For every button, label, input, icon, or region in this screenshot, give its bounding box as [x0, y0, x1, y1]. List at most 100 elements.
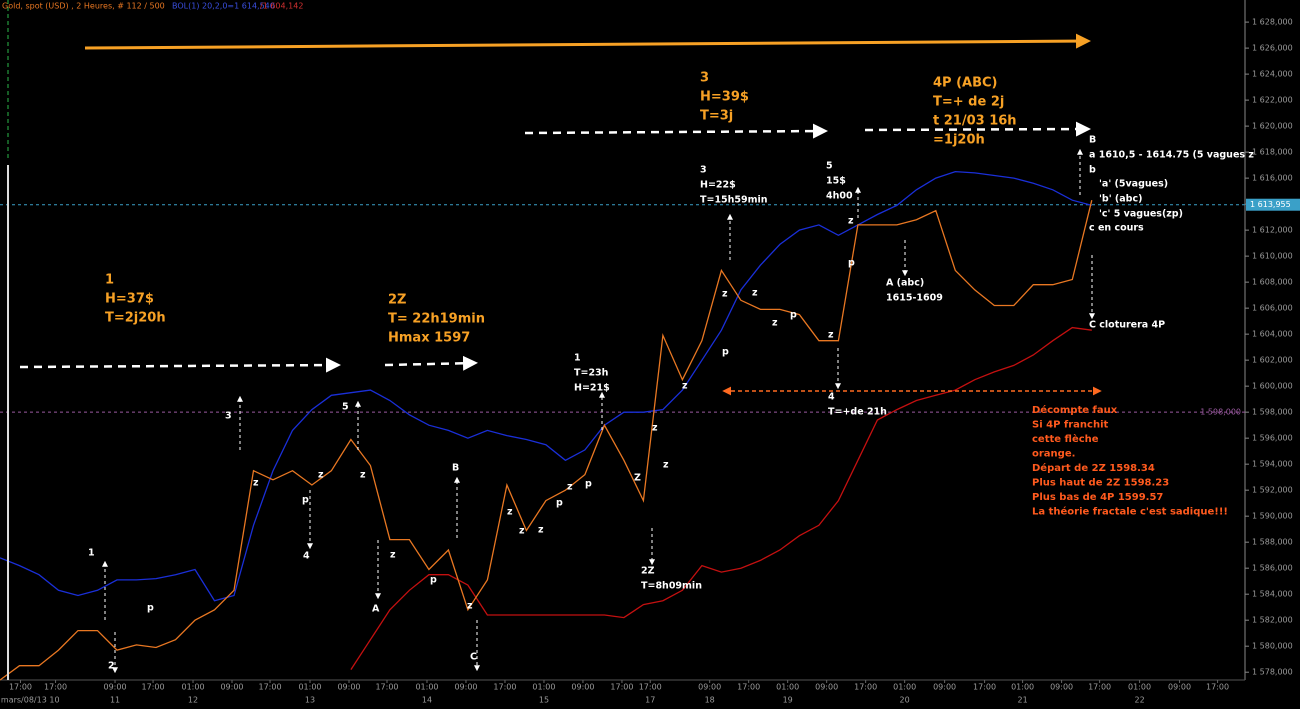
annotation: c en cours — [1089, 223, 1144, 234]
annotation: 5 — [342, 402, 349, 413]
annotation: La théorie fractale c'est sadique!!! — [1032, 506, 1228, 518]
annotation: p — [585, 479, 592, 490]
annotation: z — [318, 470, 324, 481]
y-tick-label: 1 612,000 — [1252, 226, 1293, 235]
x-tick-label: 17:00 — [493, 683, 516, 692]
price-tag — [1246, 198, 1300, 211]
annotation: H=39$ — [700, 90, 749, 105]
y-tick-label: 1 598,000 — [1252, 408, 1293, 417]
x-tick-label: 09:00 — [933, 683, 956, 692]
x-tick-label: 09:00 — [220, 683, 243, 692]
x-tick-label: 17:00 — [259, 683, 282, 692]
annotation: Z — [634, 473, 641, 484]
day-label: 22 — [1134, 696, 1144, 705]
annotation: 4 — [828, 392, 835, 403]
annotation: 2Z — [641, 566, 655, 577]
annotation: z — [752, 288, 758, 299]
annotation: T=23h — [574, 368, 609, 379]
x-tick-label: 09:00 — [454, 683, 477, 692]
annotation: orange. — [1032, 449, 1075, 460]
annotation: 3 — [700, 165, 707, 176]
annotation: 15$ — [826, 176, 846, 187]
x-tick-label: 01:00 — [776, 683, 799, 692]
annotation: 'a' (5vagues) — [1099, 179, 1168, 190]
x-tick-label: 09:00 — [815, 683, 838, 692]
day-label: 15 — [539, 696, 549, 705]
annotation: p — [430, 575, 437, 586]
annotation: t 21/03 16h — [933, 114, 1017, 129]
annotation: cette flèche — [1032, 433, 1099, 445]
annotation: p — [147, 603, 154, 614]
annotation: 3 — [225, 411, 232, 422]
annotation: H=22$ — [700, 180, 736, 191]
annotation: p — [790, 310, 797, 321]
y-tick-label: 1 578,000 — [1252, 668, 1293, 677]
y-tick-label: 1 628,000 — [1252, 18, 1293, 27]
annotation: 2Z — [388, 293, 406, 308]
annotation: T=15h59min — [700, 195, 768, 206]
day-label: 17 — [645, 696, 655, 705]
day-label: 11 — [110, 696, 120, 705]
annotation: Plus bas de 4P 1599.57 — [1032, 492, 1163, 503]
annotation: T=8h09min — [641, 581, 702, 592]
day-label: 21 — [1018, 696, 1028, 705]
annotation: 1 — [88, 548, 95, 559]
annotation: Si 4P franchit — [1032, 420, 1109, 431]
y-tick-label: 1 584,000 — [1252, 590, 1293, 599]
annotation: 5 — [826, 161, 833, 172]
annotation: z — [663, 460, 669, 471]
annotation: Décompte faux — [1032, 404, 1118, 416]
x-tick-label: 09:00 — [698, 683, 721, 692]
annotation: H=21$ — [574, 383, 610, 394]
annotation: T=+de 21h — [828, 407, 887, 418]
x-tick-label: 01:00 — [415, 683, 438, 692]
x-tick-label: 17:00 — [737, 683, 760, 692]
annotation: z — [538, 525, 544, 536]
arrow — [19, 357, 341, 373]
annotation: z — [772, 318, 778, 329]
plot: 1 613,955 1 598,000 — [0, 170, 1300, 681]
annotation: A — [372, 604, 380, 615]
y-tick-label: 1 616,000 — [1252, 174, 1293, 183]
annotation: z — [360, 470, 366, 481]
header-title: Gold, spot (USD) , 2 Heures, # 112 / 500 — [2, 2, 165, 11]
x-tick-label: 09:00 — [104, 683, 127, 692]
annotation: p — [302, 495, 309, 506]
x-tick-label: 01:00 — [181, 683, 204, 692]
x-tick-label: 17:00 — [854, 683, 877, 692]
annotation: z — [722, 289, 728, 300]
day-label: 20 — [900, 696, 910, 705]
arrow — [384, 355, 478, 371]
y-tick-label: 1 596,000 — [1252, 434, 1293, 443]
y-tick-label: 1 620,000 — [1252, 122, 1293, 131]
y-tick-label: 1 586,000 — [1252, 564, 1293, 573]
annotation: z — [682, 381, 688, 392]
x-tick-label: 17:00 — [610, 683, 633, 692]
y-tick-label: 1 626,000 — [1252, 44, 1293, 53]
annotation: T= 22h19min — [388, 312, 485, 327]
annotation: =1j20h — [933, 133, 985, 148]
reference-label: 1 598,000 — [1200, 408, 1241, 417]
annotation: T=+ de 2j — [933, 95, 1004, 110]
annotation: T=2j20h — [105, 311, 166, 326]
annotation: B — [1089, 135, 1096, 146]
annotation: p — [556, 498, 563, 509]
y-tick-label: 1 606,000 — [1252, 304, 1293, 313]
x-tick-label: 09:00 — [1168, 683, 1191, 692]
y-tick-label: 1 582,000 — [1252, 616, 1293, 625]
annotation: z — [848, 216, 854, 227]
price-tag-label: 1 613,955 — [1250, 200, 1291, 209]
y-tick-label: 1 594,000 — [1252, 460, 1293, 469]
annotation: H=37$ — [105, 292, 154, 307]
day-label: 19 — [783, 696, 793, 705]
y-tick-label: 1 592,000 — [1252, 486, 1293, 495]
annotation: 1 — [105, 273, 114, 288]
annotation: T=3j — [700, 109, 733, 124]
price-line — [0, 170, 1092, 602]
y-tick-label: 1 610,000 — [1252, 252, 1293, 261]
y-tick-label: 1 624,000 — [1252, 70, 1293, 79]
